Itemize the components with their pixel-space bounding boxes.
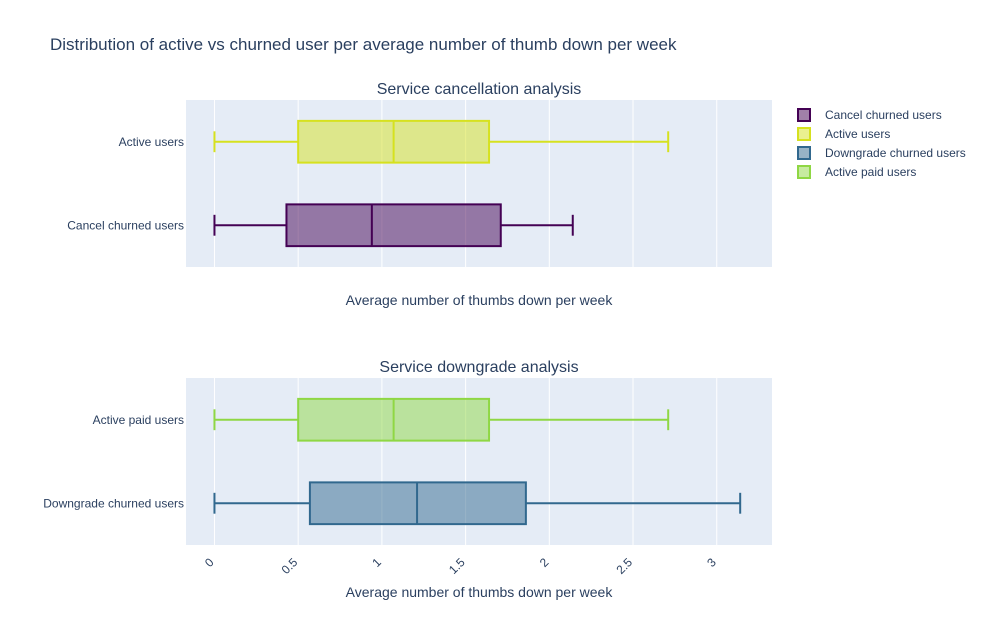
plot-cancellation: Cancel churned users Active users [67, 100, 772, 267]
legend-label: Active users [825, 127, 890, 141]
legend-label: Downgrade churned users [825, 146, 966, 160]
x-axis-title-downgrade: Average number of thumbs down per week [346, 584, 614, 600]
x-tick-label: 1 [369, 555, 384, 570]
y-category-label: Active paid users [93, 413, 184, 427]
subplot-title-cancellation: Service cancellation analysis [377, 81, 582, 98]
legend-label: Active paid users [825, 165, 916, 179]
y-category-label: Downgrade churned users [43, 496, 184, 510]
x-tick-label: 1.5 [446, 555, 468, 577]
x-tick-label: 0.5 [279, 555, 301, 577]
y-category-label: Cancel churned users [67, 218, 184, 232]
y-category-label: Active users [119, 135, 184, 149]
figure-title: Distribution of active vs churned user p… [50, 35, 677, 54]
x-tick-label: 0 [202, 555, 217, 570]
legend-swatch [797, 146, 811, 160]
legend: Cancel churned users Active users Downgrad… [797, 108, 966, 179]
legend-swatch [797, 165, 811, 179]
legend-label: Cancel churned users [825, 108, 942, 122]
plot-downgrade: 0 0.5 1 1.5 2 2.5 3 Downgrade churned users Acti… [43, 378, 772, 577]
legend-swatch [797, 127, 811, 141]
x-tick-label: 2 [537, 555, 552, 570]
x-tick-label: 3 [704, 555, 719, 570]
box-body [285, 203, 502, 248]
x-axis-title-cancellation: Average number of thumbs down per week [346, 292, 614, 308]
subplot-title-downgrade: Service downgrade analysis [379, 359, 578, 376]
x-tick-label: 2.5 [613, 555, 635, 577]
legend-swatch [797, 108, 811, 122]
